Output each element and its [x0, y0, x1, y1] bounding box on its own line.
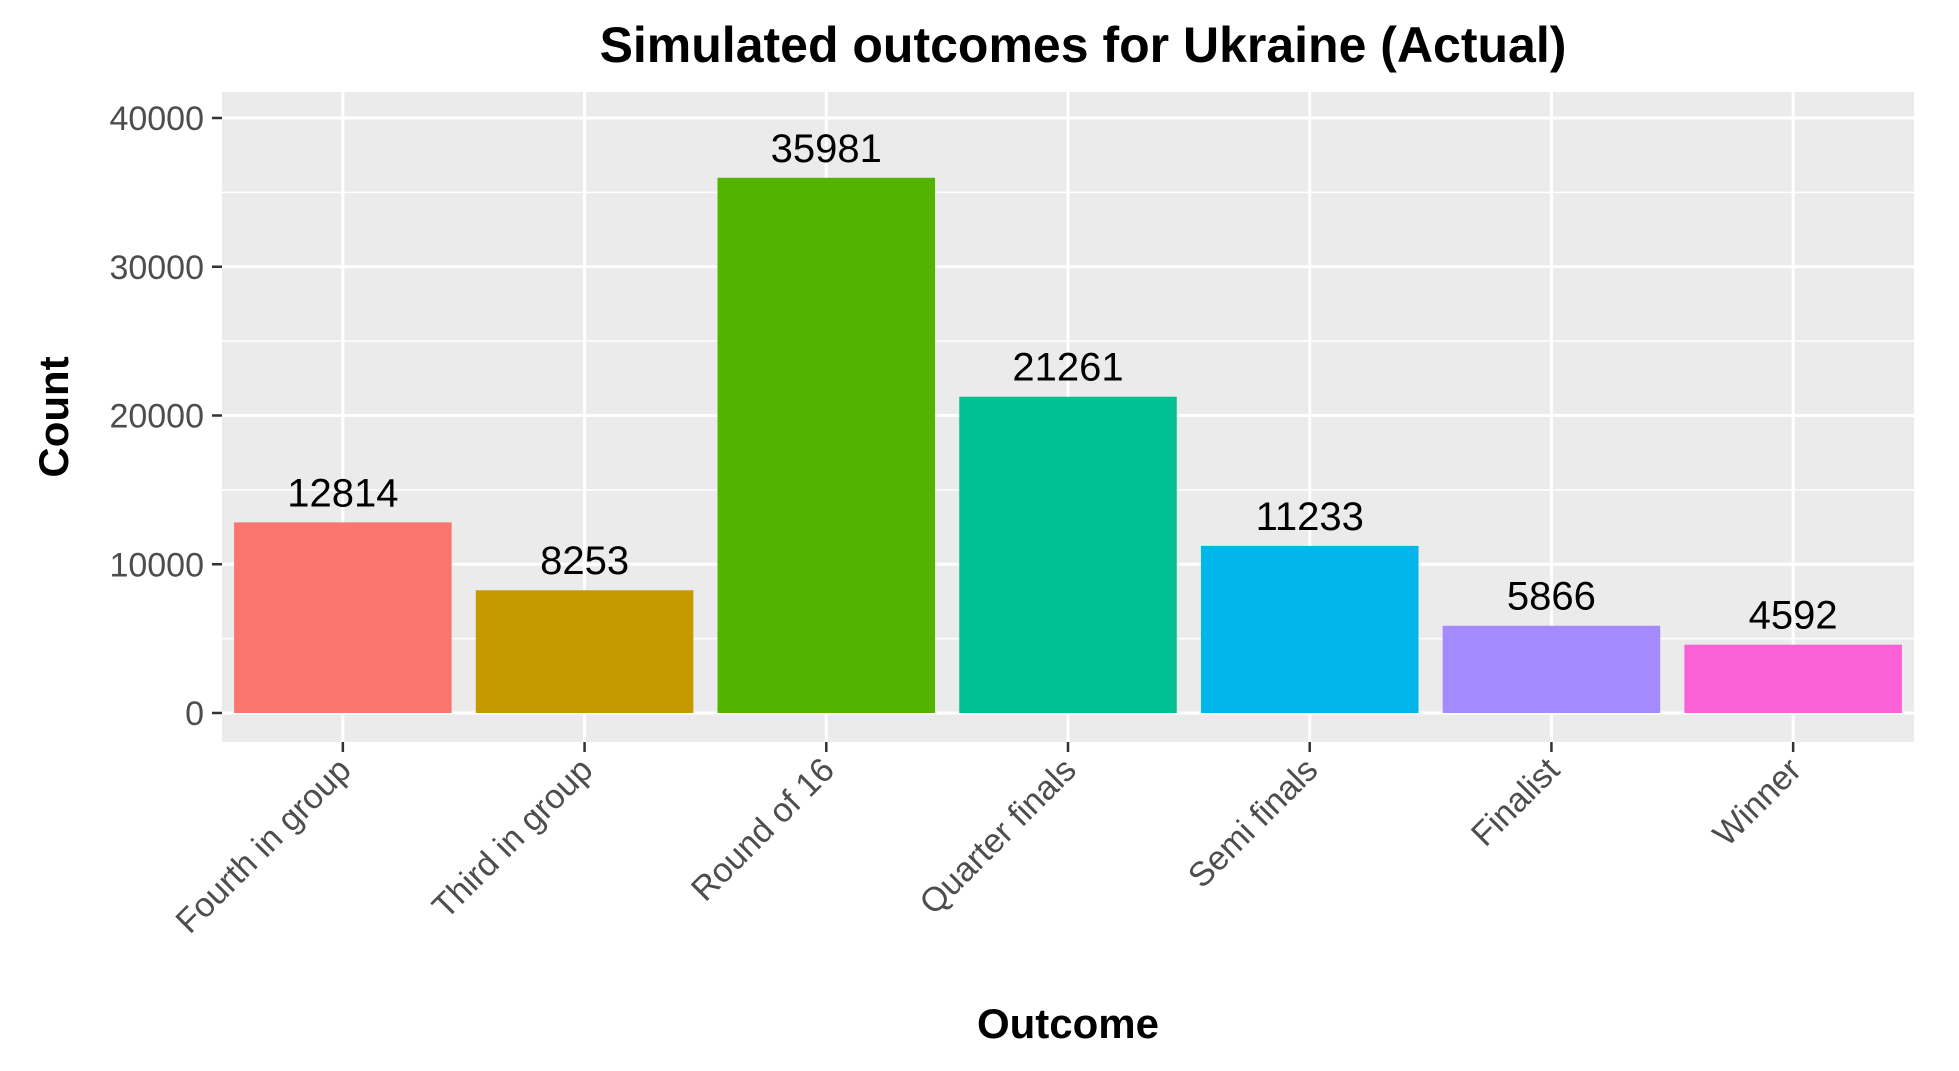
x-tick-label: Finalist [1464, 750, 1567, 853]
bar-value-label: 11233 [1256, 495, 1364, 539]
bar-third-in-group [475, 590, 694, 713]
x-tick-label: Semi finals [1181, 751, 1325, 895]
bars [234, 177, 1902, 714]
y-tick-label: 10000 [109, 546, 204, 584]
bar-value-label: 12814 [287, 471, 398, 515]
bar-value-label: 5866 [1507, 575, 1596, 619]
bar-finalist [1442, 625, 1661, 713]
bar-value-label: 35981 [771, 127, 882, 171]
bar-quarter-finals [959, 396, 1177, 713]
y-tick-label: 0 [185, 695, 204, 733]
bar-winner [1684, 644, 1902, 713]
x-axis: Fourth in group Third in group Round of 16… [169, 742, 1809, 941]
bar-value-label: 8253 [540, 539, 629, 583]
x-tick-label: Round of 16 [684, 751, 842, 909]
y-tick-label: 40000 [109, 100, 204, 138]
x-tick-label: Third in group [425, 751, 600, 926]
bar-semi-finals [1200, 545, 1419, 713]
y-tick-label: 20000 [109, 398, 204, 436]
bar-value-label: 4592 [1749, 594, 1838, 638]
x-tick-label: Fourth in group [169, 751, 359, 941]
x-tick-label: Winner [1706, 751, 1809, 854]
bar-value-label: 21261 [1012, 346, 1123, 390]
x-tick-label: Quarter finals [912, 751, 1083, 922]
y-axis-title: Count [30, 356, 77, 477]
y-tick-label: 30000 [109, 249, 204, 287]
bar-value-labels: 12814 8253 35981 21261 11233 5866 4592 [287, 127, 1837, 638]
y-axis: 0 10000 20000 30000 40000 [109, 100, 222, 733]
bar-fourth-in-group [234, 522, 452, 713]
bar-round-of-16 [717, 177, 936, 714]
chart-title: Simulated outcomes for Ukraine (Actual) [600, 17, 1567, 73]
x-axis-title: Outcome [977, 1000, 1159, 1047]
